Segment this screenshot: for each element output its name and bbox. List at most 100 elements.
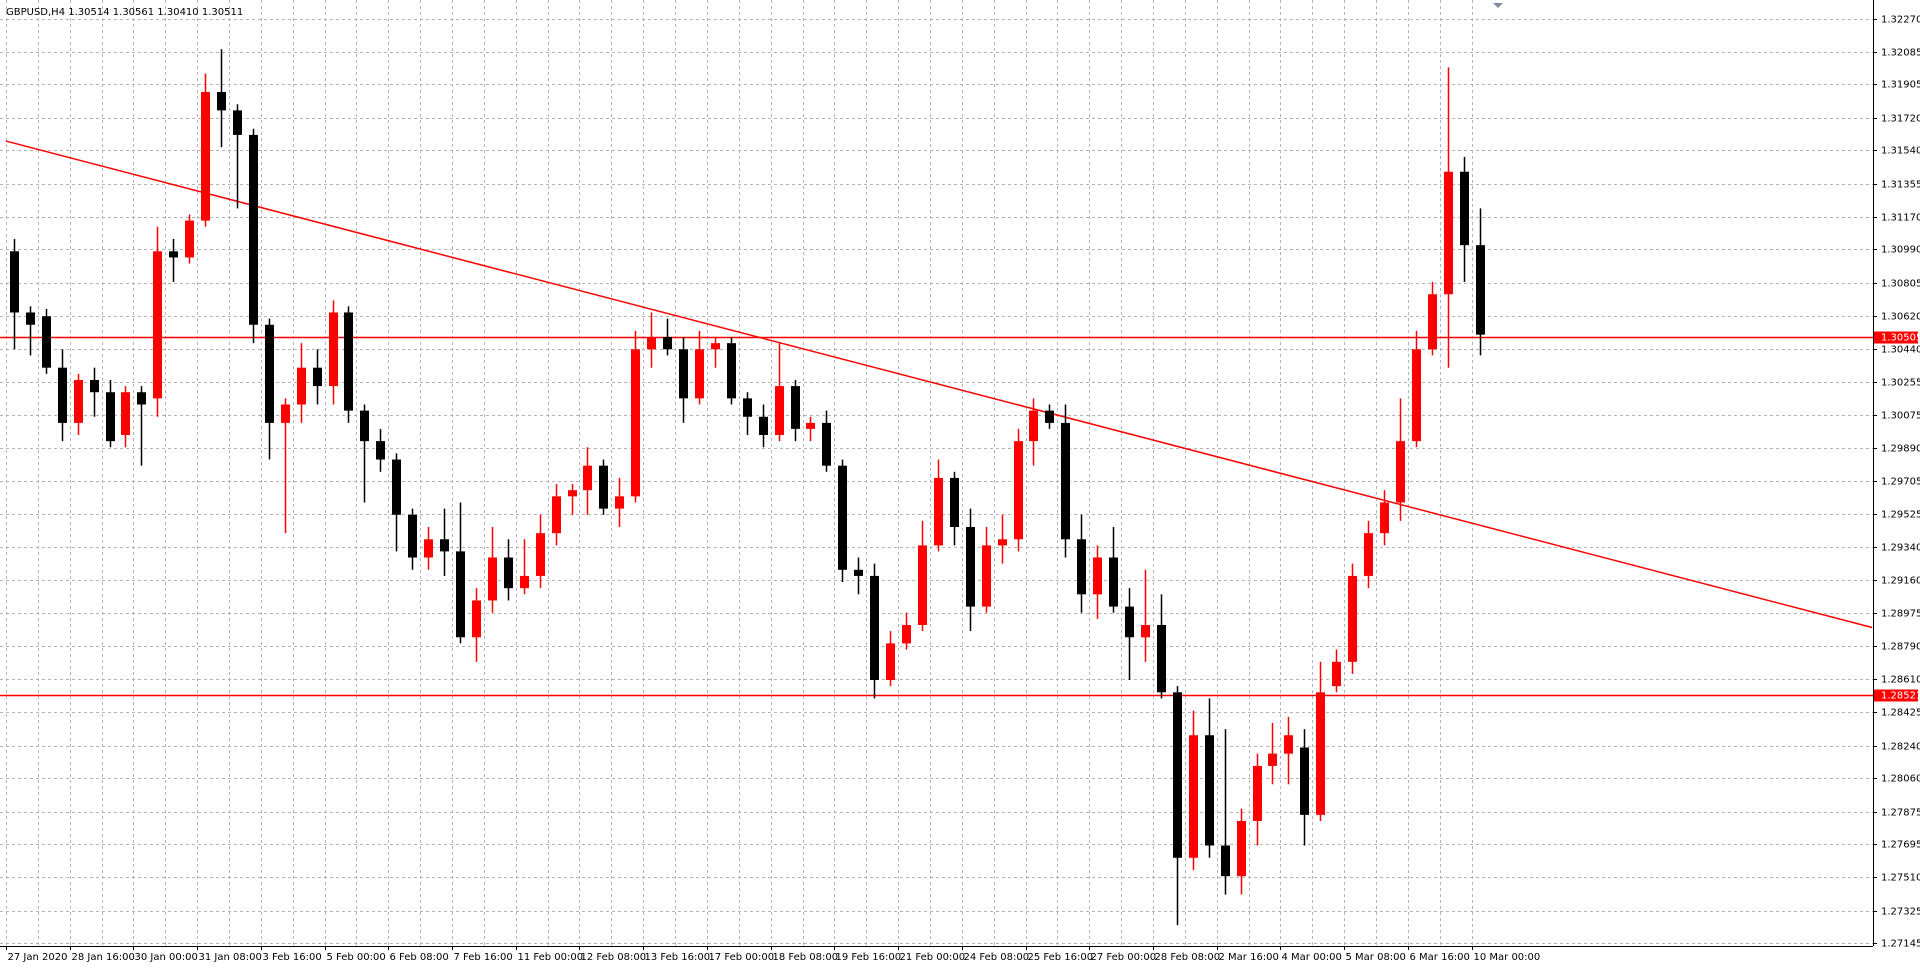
y-tick-label: 1.27695	[1881, 840, 1920, 851]
candle-body	[281, 404, 290, 423]
candle-body	[1444, 171, 1453, 295]
price-line-label: 1.30505	[1881, 333, 1920, 344]
candle-body	[424, 539, 433, 558]
y-tick-label: 1.32270	[1881, 15, 1920, 26]
chart-title: GBPUSD,H4 1.30514 1.30561 1.30410 1.3051…	[6, 7, 243, 18]
candle-body	[392, 459, 401, 515]
x-tick-label: 6 Mar 16:00	[1410, 952, 1470, 963]
x-tick-label: 27 Feb 00:00	[1091, 952, 1157, 963]
x-tick-label: 24 Feb 08:00	[964, 952, 1030, 963]
x-tick-label: 28 Feb 08:00	[1155, 952, 1221, 963]
y-tick-label: 1.29340	[1881, 543, 1920, 554]
x-tick-label: 11 Feb 00:00	[518, 952, 584, 963]
y-tick-label: 1.31170	[1881, 213, 1920, 224]
candle-body	[456, 551, 465, 638]
x-tick-label: 13 Feb 16:00	[645, 952, 711, 963]
candle-body	[185, 220, 194, 258]
candle-body	[568, 490, 577, 497]
candle-body	[376, 441, 385, 460]
y-tick-label: 1.27325	[1881, 907, 1920, 918]
y-tick-label: 1.32085	[1881, 48, 1920, 59]
candle-body	[1109, 557, 1118, 607]
candle-body	[520, 575, 529, 589]
candle-body	[360, 410, 369, 442]
price-line-label-bg	[1874, 689, 1918, 702]
x-tick-label: 4 Mar 00:00	[1282, 952, 1342, 963]
y-tick-label: 1.28610	[1881, 675, 1920, 686]
candle-body	[153, 251, 162, 399]
x-tick-label: 3 Feb 16:00	[263, 952, 322, 963]
x-tick-label: 5 Mar 08:00	[1346, 952, 1406, 963]
candle-body	[249, 134, 258, 325]
candle-body	[1157, 624, 1166, 693]
candle-body	[1332, 661, 1341, 687]
x-tick-label: 28 Jan 16:00	[72, 952, 135, 963]
candle-body	[711, 343, 720, 350]
candle-body	[998, 539, 1007, 546]
candle-body	[1077, 539, 1086, 595]
candle-body	[1348, 575, 1357, 662]
x-tick-label: 10 Mar 00:00	[1474, 952, 1541, 963]
candle-body	[1412, 349, 1421, 442]
price-line-label: 1.28521	[1881, 691, 1920, 702]
candle-body	[982, 545, 991, 607]
x-tick-label: 2 Mar 16:00	[1219, 952, 1279, 963]
y-tick-label: 1.28975	[1881, 609, 1920, 620]
y-tick-label: 1.31905	[1881, 80, 1920, 91]
candle-body	[631, 349, 640, 497]
candle-body	[1460, 171, 1469, 246]
y-tick-label: 1.28060	[1881, 774, 1920, 785]
candle-body	[870, 575, 879, 681]
candle-body	[504, 557, 513, 589]
candle-body	[1125, 606, 1134, 638]
y-tick-label: 1.27145	[1881, 939, 1920, 950]
candle-body	[743, 398, 752, 417]
candle-body	[1061, 422, 1070, 540]
y-tick-label: 1.29890	[1881, 444, 1920, 455]
x-tick-label: 30 Jan 00:00	[135, 952, 198, 963]
x-tick-label: 5 Feb 00:00	[327, 952, 386, 963]
y-tick-label: 1.31720	[1881, 114, 1920, 125]
y-tick-label: 1.29160	[1881, 576, 1920, 587]
candle-body	[137, 392, 146, 405]
candle-body	[265, 324, 274, 423]
y-tick-label: 1.31540	[1881, 146, 1920, 157]
candle-body	[615, 496, 624, 509]
candle-body	[1300, 747, 1309, 815]
x-tick-label: 18 Feb 08:00	[773, 952, 839, 963]
y-tick-label: 1.28425	[1881, 708, 1920, 719]
candle-body	[934, 477, 943, 546]
candle-body	[472, 600, 481, 638]
candle-body	[902, 624, 911, 644]
candle-body	[806, 422, 815, 429]
candle-body	[854, 569, 863, 576]
candle-body	[344, 312, 353, 411]
candle-body	[1284, 735, 1293, 754]
x-tick-label: 12 Feb 08:00	[581, 952, 647, 963]
candle-body	[10, 251, 19, 313]
candle-body	[695, 349, 704, 399]
candle-body	[488, 557, 497, 601]
y-tick-label: 1.30990	[1881, 245, 1920, 256]
candle-body	[1221, 845, 1230, 877]
candle-body	[1189, 735, 1198, 858]
x-tick-label: 7 Feb 16:00	[454, 952, 513, 963]
candle-body	[1396, 441, 1405, 503]
x-tick-label: 17 Feb 00:00	[709, 952, 775, 963]
candles	[10, 49, 1485, 926]
candle-body	[950, 477, 959, 528]
candle-body	[42, 316, 51, 368]
y-tick-label: 1.30075	[1881, 411, 1920, 422]
x-tick-label: 6 Feb 08:00	[390, 952, 449, 963]
candle-body	[759, 416, 768, 435]
candle-body	[822, 422, 831, 466]
candle-body	[966, 527, 975, 607]
candle-body	[201, 91, 210, 221]
scroll-marker	[1493, 3, 1503, 8]
candle-body	[329, 312, 338, 387]
x-tick-label: 27 Jan 2020	[8, 952, 68, 963]
